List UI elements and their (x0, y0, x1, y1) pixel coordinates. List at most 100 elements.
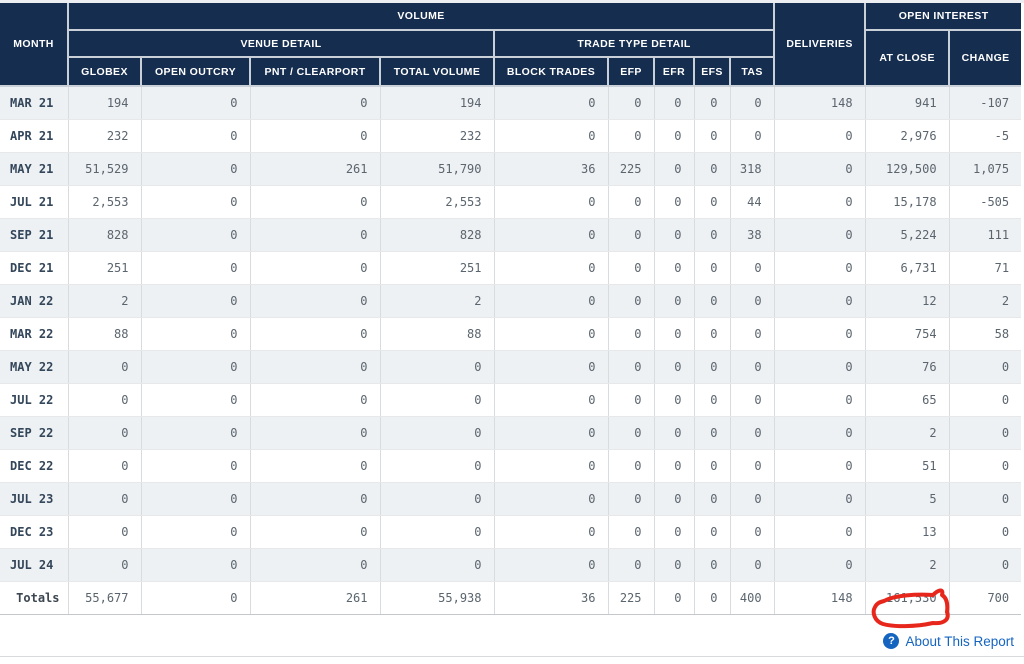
value-cell: 12 (864, 284, 950, 318)
value-cell: -5 (948, 119, 1022, 153)
month-cell: JAN 22 (0, 284, 69, 318)
table-row: DEC 22 0 0 0 0 0 0 0 0 0 0 51 0 (0, 449, 1022, 483)
value-cell: 0 (729, 416, 775, 450)
value-cell: 0 (607, 515, 655, 549)
value-cell: 0 (493, 284, 609, 318)
table-row: MAY 22 0 0 0 0 0 0 0 0 0 0 76 0 (0, 350, 1022, 384)
value-cell: 828 (67, 218, 142, 252)
value-cell: 111 (948, 218, 1022, 252)
value-cell: 0 (773, 449, 866, 483)
value-cell: 55,938 (379, 581, 495, 615)
value-cell: 0 (249, 317, 381, 351)
value-cell: 251 (67, 251, 142, 285)
value-cell: 0 (693, 185, 731, 219)
value-cell: 0 (729, 548, 775, 582)
value-cell: 0 (693, 548, 731, 582)
value-cell: 0 (140, 251, 251, 285)
value-cell: 2,553 (67, 185, 142, 219)
value-cell: 0 (773, 482, 866, 516)
header-block-trades: BLOCK TRADES (493, 56, 609, 87)
table-row: JUL 21 2,553 0 0 2,553 0 0 0 0 44 0 15,1… (0, 185, 1022, 219)
help-icon[interactable]: ? (883, 633, 900, 649)
value-cell: 0 (653, 482, 695, 516)
value-cell: 148 (773, 581, 866, 615)
value-cell: 0 (493, 416, 609, 450)
footer: ? About This Report (883, 633, 1014, 649)
header-tas: TAS (728, 56, 776, 87)
value-cell: 0 (140, 482, 251, 516)
header-open-outcry: OPEN OUTCRY (140, 56, 251, 87)
table-row: APR 21 232 0 0 232 0 0 0 0 0 0 2,976 -5 (0, 119, 1022, 153)
value-cell: 36 (493, 152, 609, 186)
month-cell: DEC 22 (0, 449, 69, 483)
header-deliveries: DELIVERIES (773, 3, 867, 87)
value-cell: 261 (249, 581, 381, 615)
value-cell: 0 (693, 416, 731, 450)
about-this-report-link[interactable]: About This Report (905, 633, 1014, 649)
value-cell: 0 (948, 515, 1022, 549)
value-cell: 0 (773, 317, 866, 351)
value-cell: 0 (140, 284, 251, 318)
value-cell: 0 (773, 119, 866, 153)
value-cell: 0 (948, 416, 1022, 450)
value-cell: 0 (773, 548, 866, 582)
value-cell: 0 (607, 119, 655, 153)
value-cell: 0 (249, 218, 381, 252)
value-cell: 0 (607, 85, 655, 120)
value-cell: 0 (948, 548, 1022, 582)
value-cell: 0 (729, 449, 775, 483)
value-cell: 0 (729, 251, 775, 285)
value-cell: 0 (773, 218, 866, 252)
table-row: JUL 24 0 0 0 0 0 0 0 0 0 0 2 0 (0, 548, 1022, 582)
value-cell: 0 (693, 119, 731, 153)
value-cell: 0 (948, 350, 1022, 384)
value-cell: 0 (379, 515, 495, 549)
value-cell: 0 (607, 350, 655, 384)
value-cell: 0 (140, 152, 251, 186)
value-cell: 0 (948, 449, 1022, 483)
header-month: MONTH (0, 3, 69, 87)
value-cell: 400 (729, 581, 775, 615)
totals-label: Totals (0, 581, 69, 615)
value-cell: 0 (653, 251, 695, 285)
value-cell: 0 (379, 350, 495, 384)
value-cell: 1,075 (948, 152, 1022, 186)
value-cell: 0 (140, 416, 251, 450)
value-cell: 0 (773, 416, 866, 450)
value-cell: 0 (693, 317, 731, 351)
value-cell: 2 (948, 284, 1022, 318)
header-globex: GLOBEX (67, 56, 142, 87)
totals-row: Totals 55,677 0 261 55,938 36 225 0 0 40… (0, 581, 1022, 615)
value-cell: 754 (864, 317, 950, 351)
value-cell: 0 (653, 218, 695, 252)
month-cell: DEC 23 (0, 515, 69, 549)
value-cell: 51 (864, 449, 950, 483)
month-cell: MAR 22 (0, 317, 69, 351)
value-cell: 194 (67, 85, 142, 120)
value-cell: 0 (140, 449, 251, 483)
value-cell: 0 (493, 383, 609, 417)
value-cell: 0 (653, 416, 695, 450)
value-cell: 51,790 (379, 152, 495, 186)
header-change: CHANGE (948, 29, 1022, 87)
value-cell: 88 (379, 317, 495, 351)
value-cell: 318 (729, 152, 775, 186)
value-cell: 76 (864, 350, 950, 384)
value-cell: 55,677 (67, 581, 142, 615)
value-cell: 232 (379, 119, 495, 153)
value-cell: 0 (67, 515, 142, 549)
value-cell: 2 (864, 416, 950, 450)
value-cell: -505 (948, 185, 1022, 219)
value-cell: 71 (948, 251, 1022, 285)
table-row: MAR 21 194 0 0 194 0 0 0 0 0 148 941 -10… (0, 85, 1022, 120)
value-cell: 0 (140, 119, 251, 153)
value-cell: 44 (729, 185, 775, 219)
value-cell: 0 (653, 185, 695, 219)
value-cell: 0 (67, 449, 142, 483)
value-cell: 0 (140, 383, 251, 417)
value-cell: 0 (67, 416, 142, 450)
value-cell: 15,178 (864, 185, 950, 219)
value-cell: 0 (729, 317, 775, 351)
value-cell: 0 (729, 284, 775, 318)
table-header: MONTH VOLUME DELIVERIES OPEN INTEREST VE… (0, 3, 1022, 87)
